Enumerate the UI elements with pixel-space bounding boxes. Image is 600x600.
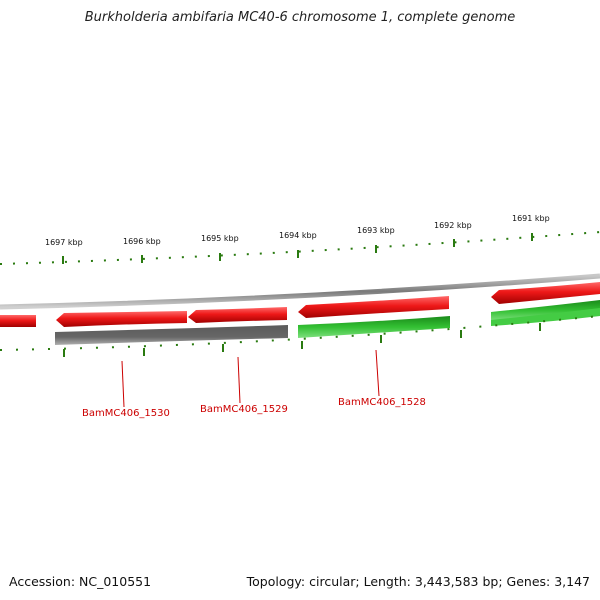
chromosome-backbone — [0, 273, 600, 310]
gene-label[interactable]: BamMC406_1529 — [200, 404, 288, 415]
tick-label: 1695 kbp — [201, 234, 239, 243]
label-leader — [375, 349, 380, 397]
tick-label: 1692 kbp — [434, 221, 472, 230]
gene-feature[interactable] — [298, 296, 449, 318]
tick-label: 1693 kbp — [357, 226, 395, 235]
gene-feature[interactable] — [56, 311, 187, 327]
scale-labels: 1697 kbp 1696 kbp 1695 kbp 1694 kbp 1693… — [45, 214, 550, 247]
tick-label: 1694 kbp — [279, 231, 317, 240]
gene-feature[interactable] — [491, 282, 600, 304]
gene-feature[interactable] — [0, 315, 36, 327]
label-leader — [237, 356, 241, 404]
rna-gene-feature[interactable] — [298, 316, 450, 338]
reverse-strand-genes — [55, 300, 600, 345]
tick-label: 1696 kbp — [123, 237, 161, 246]
gene-label[interactable]: BamMC406_1530 — [82, 408, 170, 419]
rna-gene-feature[interactable] — [491, 308, 600, 326]
gene-feature[interactable] — [188, 307, 287, 323]
tick-label: 1697 kbp — [45, 238, 83, 247]
gene-labels: BamMC406_1530 BamMC406_1529 BamMC406_152… — [82, 349, 426, 419]
label-leader — [121, 360, 125, 408]
map-title: Burkholderia ambifaria MC40-6 chromosome… — [84, 10, 516, 25]
pseudo-gene-feature[interactable] — [55, 325, 288, 345]
rna-gene-feature[interactable] — [491, 300, 600, 321]
genome-summary-text: Topology: circular; Length: 3,443,583 bp… — [246, 574, 590, 589]
scale-ring-outer — [0, 231, 600, 265]
accession-text: Accession: NC_010551 — [9, 574, 152, 589]
gene-label[interactable]: BamMC406_1528 — [338, 397, 426, 408]
scale-ring-inner — [0, 315, 600, 357]
tick-label: 1691 kbp — [512, 214, 550, 223]
forward-strand-genes — [0, 282, 600, 327]
